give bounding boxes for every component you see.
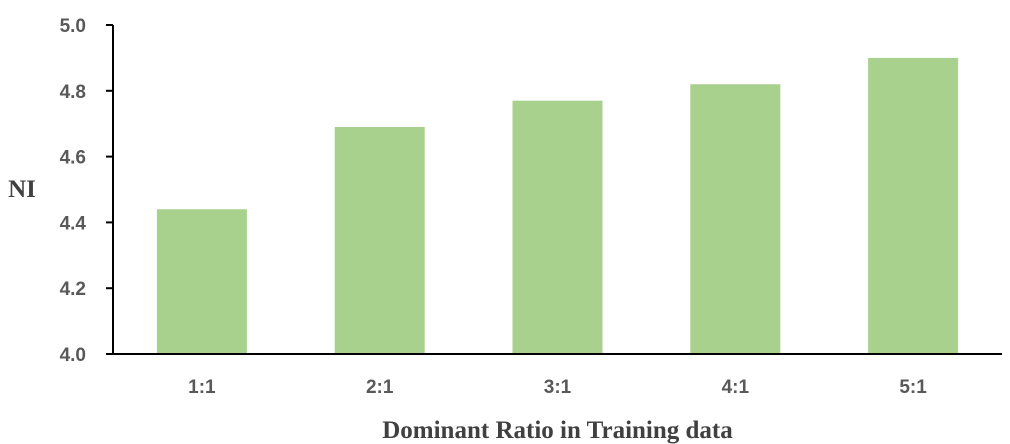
y-tick-label: 5.0 bbox=[60, 16, 86, 37]
y-tick-label: 4.0 bbox=[60, 345, 86, 366]
y-tick-label: 4.8 bbox=[60, 82, 86, 103]
y-axis-tick-labels: 4.0 4.2 4.4 4.6 4.8 5.0 bbox=[60, 16, 87, 366]
x-tick-label: 1:1 bbox=[188, 377, 216, 398]
x-tick-label: 5:1 bbox=[899, 377, 927, 398]
y-tick-label: 4.6 bbox=[60, 148, 86, 169]
bar-3-1 bbox=[512, 100, 603, 354]
x-tick-label: 3:1 bbox=[544, 377, 572, 398]
bar-1-1 bbox=[156, 209, 247, 354]
x-tick-label: 2:1 bbox=[366, 377, 394, 398]
y-tick-label: 4.2 bbox=[60, 279, 86, 300]
bars-group bbox=[156, 57, 959, 355]
bar-5-1 bbox=[868, 57, 959, 355]
bar-2-1 bbox=[334, 126, 425, 355]
bar-4-1 bbox=[690, 84, 781, 354]
x-tick-label: 4:1 bbox=[722, 377, 750, 398]
x-axis-title: Dominant Ratio in Training data bbox=[382, 417, 733, 444]
y-tick-label: 4.4 bbox=[60, 213, 87, 234]
x-axis-tick-labels: 1:1 2:1 3:1 4:1 5:1 bbox=[188, 377, 927, 398]
y-axis-ticks bbox=[106, 24, 113, 355]
y-axis-title: NI bbox=[8, 176, 36, 203]
